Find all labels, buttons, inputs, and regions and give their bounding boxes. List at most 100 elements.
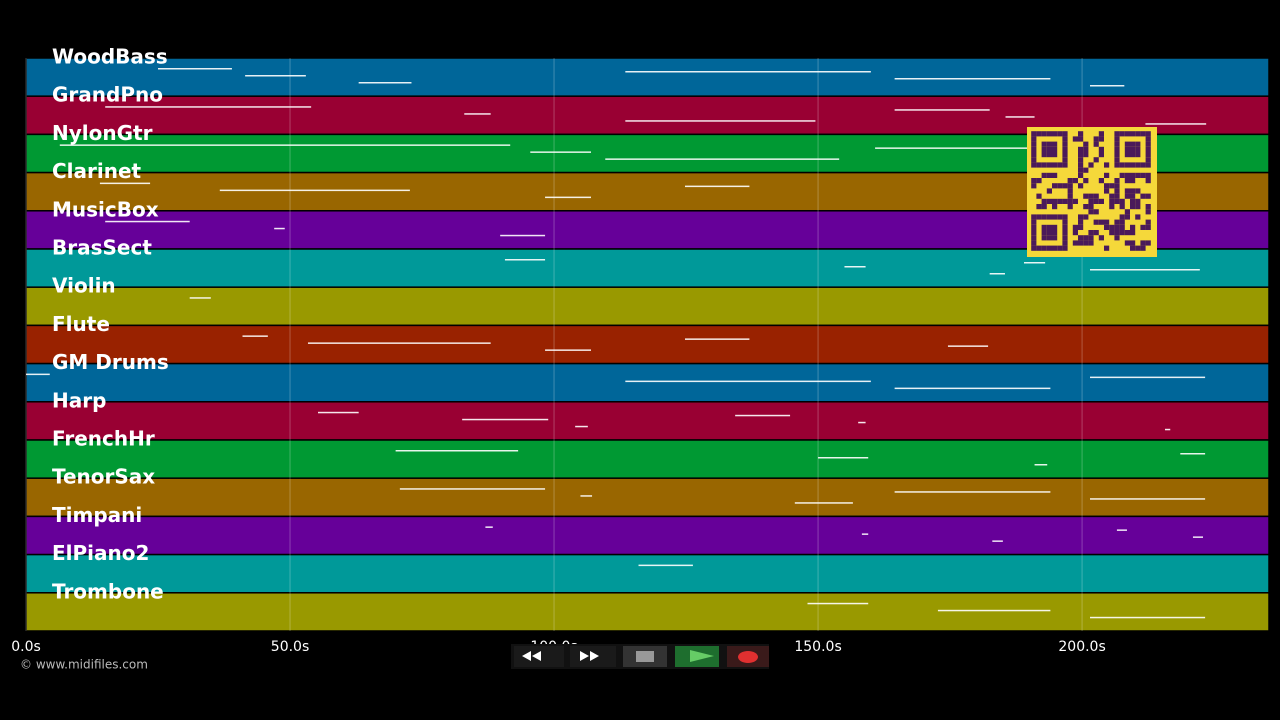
qr-cell (1072, 240, 1078, 246)
note (684, 338, 750, 340)
qr-cell (1046, 235, 1052, 241)
qr-cell (1078, 152, 1084, 158)
qr-cell (1036, 162, 1042, 168)
qr-cell (1088, 193, 1094, 199)
x-tick-label: 150.0s (794, 639, 841, 655)
qr-cell (1140, 224, 1146, 230)
qr-cell (1119, 224, 1125, 230)
qr-cell (1114, 188, 1120, 194)
qr-cell (1078, 162, 1084, 168)
stop-icon (636, 651, 654, 662)
qr-cell (1036, 204, 1042, 210)
note (894, 491, 1051, 493)
qr-cell (1098, 178, 1104, 184)
note (189, 297, 211, 299)
track-name: NylonGtr (52, 121, 153, 145)
qr-cell (1135, 188, 1141, 194)
qr-cell (1036, 178, 1042, 184)
qr-cell (1109, 224, 1115, 230)
qr-cell (1124, 214, 1130, 220)
qr-cell (1041, 152, 1047, 158)
qr-cell (1046, 141, 1052, 147)
lane (25, 553, 1270, 594)
qr-cell (1114, 146, 1120, 152)
qr-cell (1041, 204, 1047, 210)
qr-cell (1031, 224, 1037, 230)
qr-cell (1062, 141, 1068, 147)
note (684, 185, 750, 188)
x-tick-label: 200.0s (1058, 639, 1105, 655)
qr-cell (1140, 172, 1146, 178)
qr-cell (1098, 146, 1104, 152)
note (219, 189, 410, 192)
track-name: ElPiano2 (52, 541, 149, 565)
qr-cell (1046, 198, 1052, 204)
qr-cell (1109, 198, 1115, 204)
qr-cell (1031, 240, 1037, 246)
qr-cell (1072, 198, 1078, 204)
qr-cell (1041, 146, 1047, 152)
credit: © www.midifiles.com (20, 658, 148, 672)
qr-cell (1124, 230, 1130, 236)
qr-cell (1114, 152, 1120, 158)
qr-cell (1062, 183, 1068, 189)
qr-cell (1062, 235, 1068, 241)
qr-cell (1114, 157, 1120, 163)
note (580, 495, 593, 497)
qr-cell (1145, 146, 1151, 152)
qr-cell (1078, 157, 1084, 163)
qr-cell (1098, 136, 1104, 142)
note (530, 151, 591, 153)
note (605, 158, 840, 160)
qr-cell (1041, 224, 1047, 230)
qr-cell (1031, 136, 1037, 142)
qr-cell (1052, 131, 1058, 137)
qr-cell (1135, 146, 1141, 152)
qr-cell (1135, 214, 1141, 220)
qr-cell (1093, 209, 1099, 215)
track-name: BrasSect (52, 236, 152, 260)
qr-cell (1062, 152, 1068, 158)
qr-cell (1083, 204, 1089, 210)
qr-cell (1046, 131, 1052, 137)
qr-cell (1052, 146, 1058, 152)
qr-cell (1130, 188, 1136, 194)
qr-cell (1124, 240, 1130, 246)
lane (25, 477, 1270, 518)
qr-cell (1124, 193, 1130, 199)
lane (25, 286, 1270, 327)
qr-cell (1130, 131, 1136, 137)
qr-cell (1145, 162, 1151, 168)
qr-cell (1119, 204, 1125, 210)
qr-cell (1145, 178, 1151, 184)
note (1005, 116, 1035, 118)
note (462, 418, 549, 421)
note (545, 349, 591, 351)
qr-cell (1104, 172, 1110, 178)
qr-cell (1031, 141, 1037, 147)
note (158, 68, 232, 70)
qr-cell (1140, 245, 1146, 251)
note (485, 526, 493, 528)
qr-cell (1093, 141, 1099, 147)
note (59, 144, 511, 146)
qr-cell (1145, 224, 1151, 230)
note (625, 120, 816, 122)
qr-cell (1088, 235, 1094, 241)
qr-cell (1078, 167, 1084, 173)
qr-cell (1052, 245, 1058, 251)
qr-cell (1145, 152, 1151, 158)
qr-cell (1031, 230, 1037, 236)
rewind-icon (522, 651, 541, 661)
qr-cell (1130, 245, 1136, 251)
qr-cell (1031, 146, 1037, 152)
lane (25, 324, 1270, 365)
qr-cell (1078, 224, 1084, 230)
qr-cell (1145, 136, 1151, 142)
qr-cell (1083, 214, 1089, 220)
qr-cell (1145, 193, 1151, 199)
note (274, 227, 285, 230)
qr-cell (1114, 198, 1120, 204)
qr-cell (1098, 131, 1104, 137)
